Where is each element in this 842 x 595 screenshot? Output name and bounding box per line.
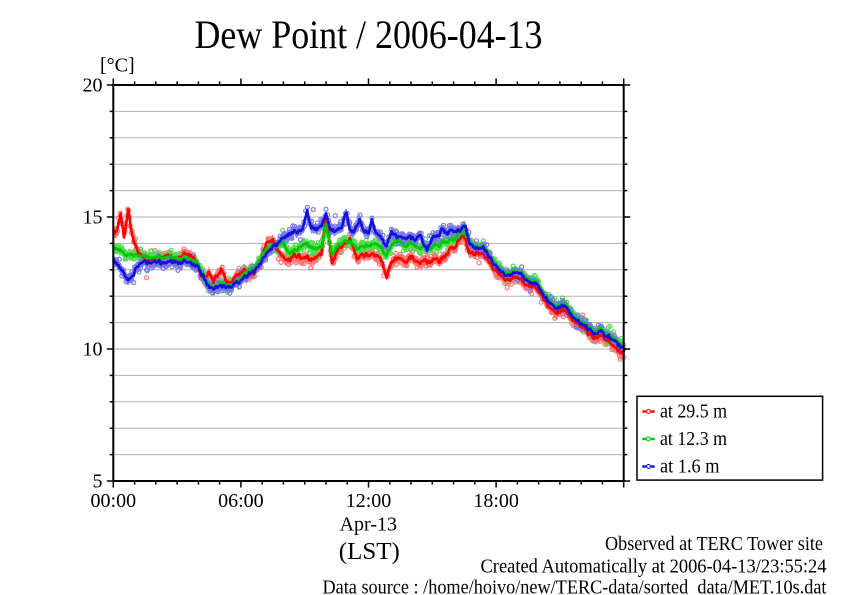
- svg-text:at 1.6 m: at 1.6 m: [660, 456, 720, 478]
- svg-text:20: 20: [83, 75, 103, 97]
- svg-text:[°C]: [°C]: [100, 55, 135, 77]
- svg-text:06:00: 06:00: [218, 490, 264, 512]
- svg-text:Data source : /home/hoivo/new/: Data source : /home/hoivo/new/TERC-data/…: [323, 577, 827, 595]
- svg-text:15: 15: [83, 207, 103, 229]
- svg-text:18:00: 18:00: [473, 490, 519, 512]
- svg-text:Observed at TERC Tower site: Observed at TERC Tower site: [605, 533, 823, 555]
- svg-text:12:00: 12:00: [346, 490, 392, 512]
- svg-text:at 29.5 m: at 29.5 m: [660, 401, 727, 423]
- svg-text:(LST): (LST): [339, 539, 400, 565]
- svg-text:at 12.3 m: at 12.3 m: [660, 428, 727, 450]
- svg-text:Created Automatically at 2006-: Created Automatically at 2006-04-13/23:5…: [481, 556, 827, 578]
- svg-text:Apr-13: Apr-13: [340, 514, 397, 536]
- svg-text:00:00: 00:00: [91, 490, 137, 512]
- svg-text:10: 10: [83, 339, 103, 361]
- svg-text:Dew Point / 2006-04-13: Dew Point / 2006-04-13: [195, 12, 543, 57]
